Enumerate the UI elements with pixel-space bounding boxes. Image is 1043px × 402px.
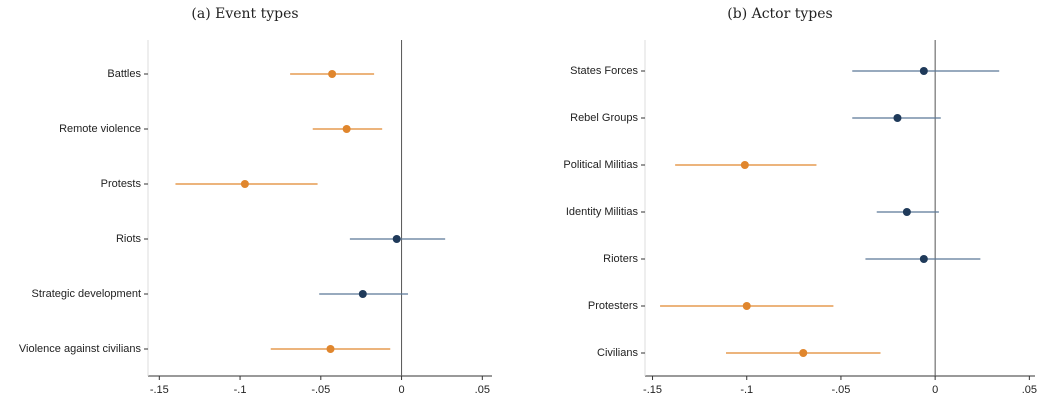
x-tick-label: 0 <box>932 384 938 396</box>
point-estimate <box>326 345 335 353</box>
point-estimate <box>392 235 401 243</box>
y-tick-label: Rioters <box>603 253 638 265</box>
chart-title: (b) Actor types <box>727 6 832 22</box>
point-estimate <box>902 208 911 216</box>
point-estimate <box>919 67 928 75</box>
x-tick-label: .05 <box>1022 384 1037 396</box>
x-tick-label: 0 <box>398 384 404 396</box>
x-tick-label: -.05 <box>831 384 850 396</box>
x-tick-label: .05 <box>475 384 490 396</box>
x-tick-label: -.1 <box>740 384 753 396</box>
y-tick-label: Protests <box>101 178 142 190</box>
y-tick-label: Riots <box>116 233 142 245</box>
y-tick-label: Battles <box>107 68 141 80</box>
point-estimate <box>328 70 337 78</box>
point-estimate <box>358 290 367 298</box>
y-tick-label: Rebel Groups <box>570 112 638 124</box>
y-tick-label: States Forces <box>570 65 638 77</box>
point-estimate <box>240 180 249 188</box>
point-estimate <box>799 349 808 357</box>
x-tick-label: -.05 <box>311 384 330 396</box>
y-tick-label: Political Militias <box>563 159 638 171</box>
point-estimate <box>742 302 751 310</box>
y-tick-label: Strategic development <box>32 288 141 300</box>
y-tick-label: Protesters <box>588 300 639 312</box>
y-tick-label: Remote violence <box>59 123 141 135</box>
point-estimate <box>740 161 749 169</box>
x-tick-label: -.15 <box>150 384 169 396</box>
x-tick-label: -.1 <box>234 384 247 396</box>
x-tick-label: -.15 <box>643 384 662 396</box>
point-estimate <box>342 125 351 133</box>
point-estimate <box>893 114 902 122</box>
y-tick-label: Civilians <box>597 347 638 359</box>
y-tick-label: Violence against civilians <box>19 343 142 355</box>
y-tick-label: Identity Militias <box>566 206 639 218</box>
chart-title: (a) Event types <box>191 6 298 22</box>
point-estimate <box>919 255 928 263</box>
